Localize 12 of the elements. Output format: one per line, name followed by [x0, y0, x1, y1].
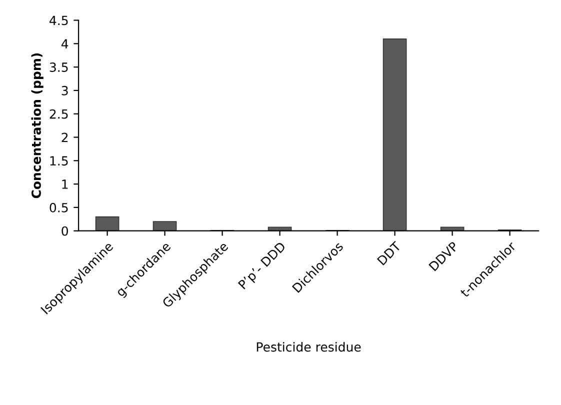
y-tick-label: 3: [62, 86, 68, 96]
y-tick-label: 4.5: [50, 16, 68, 26]
y-tick-label: 1: [62, 180, 68, 189]
y-axis-title: Concentration (ppm): [31, 53, 44, 198]
y-tick-label: 4: [61, 39, 68, 48]
y-tick-label: 3.5: [50, 62, 68, 72]
y-tick-label: 0: [62, 226, 68, 236]
y-tick-label: 2: [62, 132, 68, 142]
y-tick-label: 0.5: [50, 202, 68, 212]
y-tick-label: 2.5: [50, 109, 68, 119]
x-axis-title: Pesticide residue: [256, 342, 361, 352]
y-tick-label: 1.5: [50, 156, 68, 166]
